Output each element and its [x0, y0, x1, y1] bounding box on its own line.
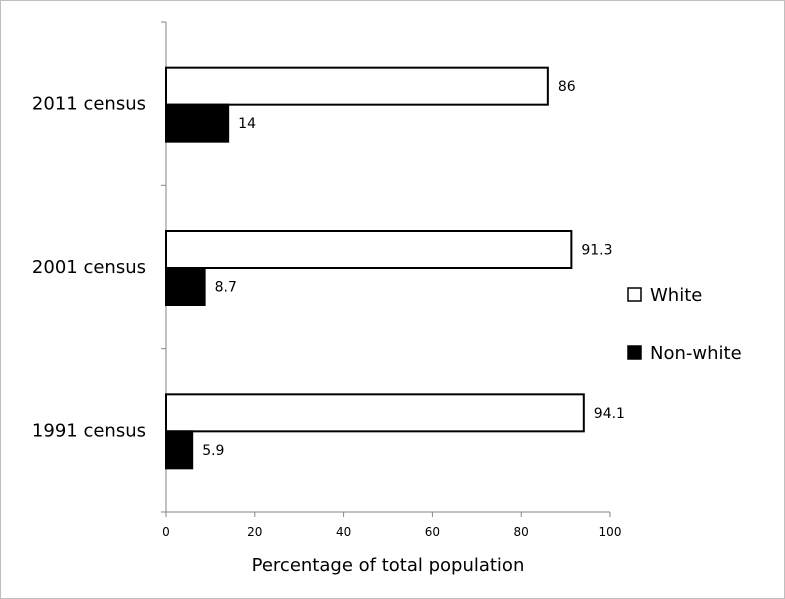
bar-non-white: [165, 430, 194, 470]
data-label-white: 86: [558, 79, 576, 95]
bar-white: [165, 393, 585, 433]
x-tick-label: 100: [599, 525, 622, 539]
category-label: 1991 census: [32, 420, 146, 441]
bar-non-white: [165, 103, 230, 143]
legend-swatch-white: [627, 287, 642, 302]
bar-non-white: [165, 267, 206, 306]
x-axis-title: Percentage of total population: [252, 555, 525, 576]
data-label-white: 94.1: [594, 406, 625, 422]
x-tick-label: 0: [162, 525, 170, 539]
legend-swatch-non-white: [627, 345, 642, 360]
category-label: 2001 census: [32, 257, 146, 278]
data-label-non-white: 5.9: [202, 443, 224, 459]
legend-label-non-white: Non-white: [650, 343, 742, 364]
x-tick-label: 60: [425, 525, 440, 539]
bar-white: [165, 66, 549, 106]
data-label-non-white: 14: [238, 116, 256, 132]
x-tick-label: 20: [247, 525, 262, 539]
legend-label-white: White: [650, 285, 702, 306]
bar-white: [165, 230, 573, 269]
data-label-white: 91.3: [581, 243, 612, 259]
x-tick-label: 80: [514, 525, 529, 539]
category-label: 2011 census: [32, 94, 146, 115]
data-label-non-white: 8.7: [215, 280, 237, 296]
x-tick-label: 40: [336, 525, 351, 539]
